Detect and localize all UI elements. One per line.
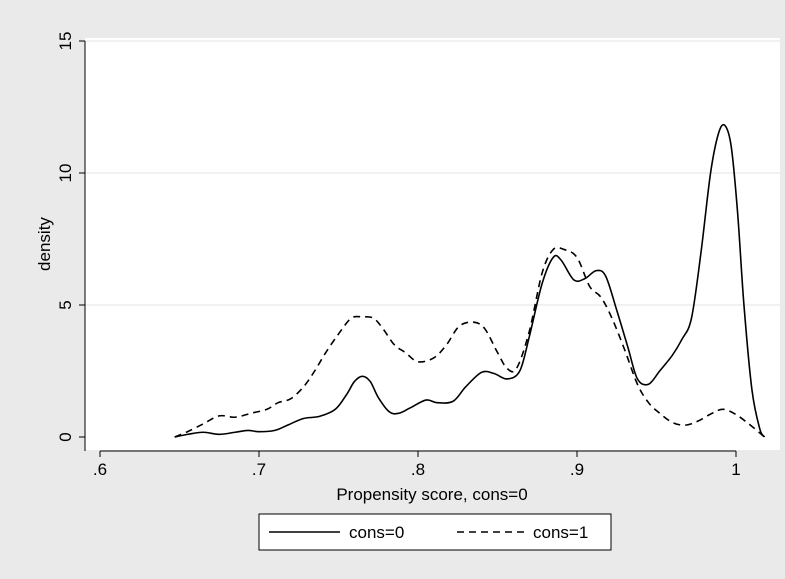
- x-tick-label: .6: [93, 460, 107, 479]
- y-tick-label: 10: [56, 164, 75, 183]
- y-axis-title: density: [35, 217, 54, 271]
- x-tick-label: .9: [570, 460, 584, 479]
- y-tick-label: 0: [56, 432, 75, 441]
- x-axis-title: Propensity score, cons=0: [336, 485, 527, 504]
- series-line-cons0: [174, 123, 766, 438]
- legend-label-cons0: cons=0: [349, 523, 404, 542]
- y-tick-label: 15: [56, 32, 75, 51]
- legend-label-cons1: cons=1: [533, 523, 588, 542]
- x-tick-label: 1: [731, 460, 740, 479]
- series-lines: [174, 123, 766, 438]
- plot-area: [85, 38, 780, 450]
- x-tick-label: .7: [252, 460, 266, 479]
- legend: cons=0 cons=1: [258, 513, 612, 551]
- series-line-cons1: [174, 246, 766, 438]
- axes: 0 5 10 15 .6 .7 .8 .9 1: [56, 32, 741, 479]
- y-tick-label: 5: [56, 300, 75, 309]
- grid-lines: [85, 40, 780, 306]
- x-tick-label: .8: [411, 460, 425, 479]
